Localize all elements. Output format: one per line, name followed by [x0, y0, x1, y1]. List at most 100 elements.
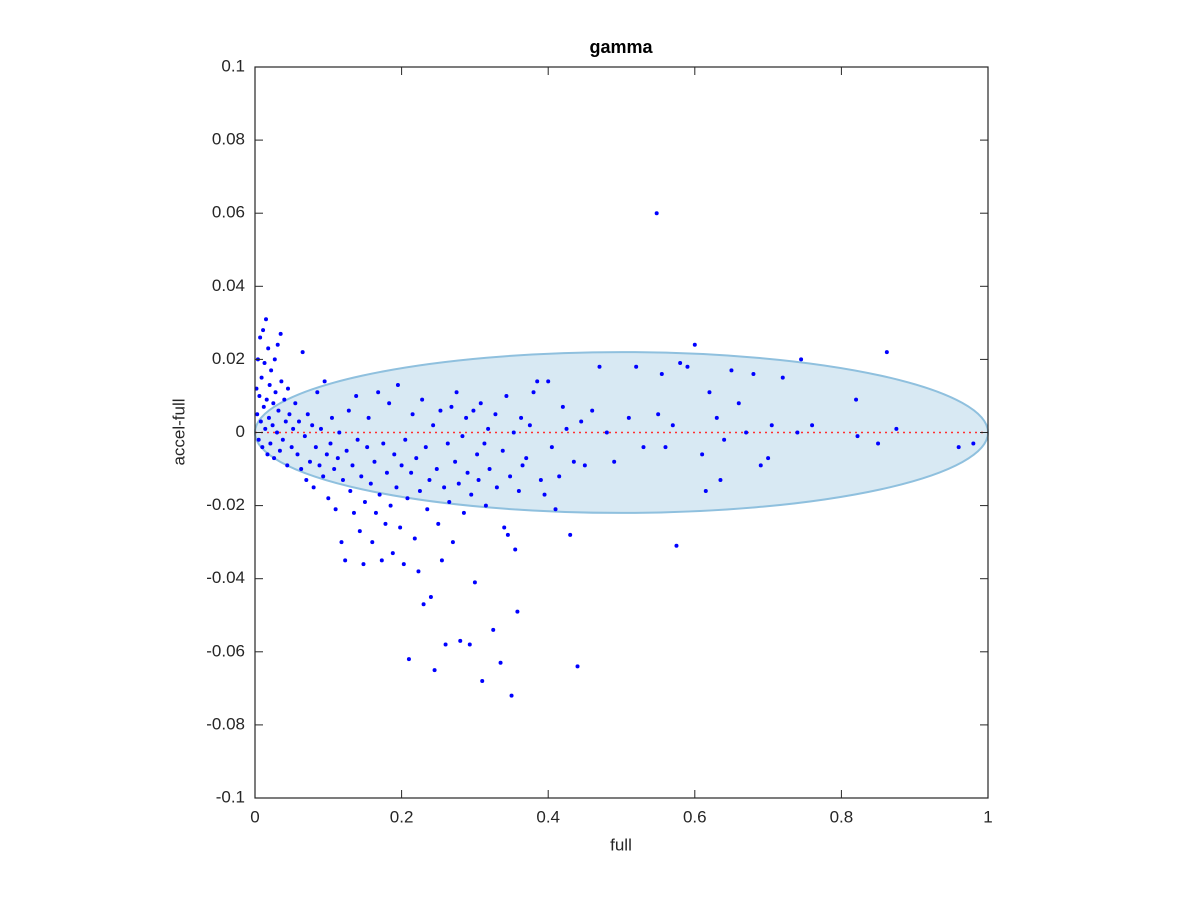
point — [405, 496, 410, 501]
point — [322, 379, 327, 384]
y-tick-label: 0.1 — [221, 56, 245, 75]
point — [634, 364, 639, 369]
point — [700, 452, 705, 457]
point — [403, 437, 408, 442]
point — [810, 423, 815, 428]
point — [854, 397, 859, 402]
point — [354, 393, 359, 398]
point — [494, 485, 499, 490]
point — [500, 448, 505, 453]
point — [519, 415, 524, 420]
point — [469, 492, 474, 497]
point — [373, 510, 378, 515]
point — [502, 525, 507, 530]
point — [259, 375, 264, 380]
point — [351, 510, 356, 515]
point — [417, 488, 422, 493]
point — [590, 408, 595, 413]
point — [472, 580, 477, 585]
point — [394, 485, 399, 490]
point — [291, 426, 296, 431]
point — [409, 470, 414, 475]
x-tick-label: 0.2 — [390, 807, 414, 826]
point — [511, 430, 516, 435]
point — [553, 507, 558, 512]
point — [487, 467, 492, 472]
y-tick-label: -0.08 — [206, 714, 245, 733]
point — [296, 419, 301, 424]
point — [703, 488, 708, 493]
point — [670, 423, 675, 428]
point — [272, 357, 277, 362]
point — [362, 499, 367, 504]
point — [387, 401, 392, 406]
point — [626, 415, 631, 420]
point — [436, 521, 441, 526]
point — [425, 507, 430, 512]
point — [505, 532, 510, 537]
point — [515, 609, 520, 614]
point — [498, 660, 503, 665]
point — [279, 379, 284, 384]
point — [383, 521, 388, 526]
point — [307, 459, 312, 464]
point — [480, 679, 485, 684]
point — [398, 525, 403, 530]
point — [568, 532, 573, 537]
point — [449, 404, 454, 409]
point — [270, 423, 275, 428]
point — [736, 401, 741, 406]
point — [278, 331, 283, 336]
point — [678, 361, 683, 366]
point — [504, 393, 509, 398]
point — [384, 470, 389, 475]
point — [326, 496, 331, 501]
point — [458, 638, 463, 643]
point — [255, 412, 260, 417]
point — [256, 437, 261, 442]
point — [348, 488, 353, 493]
point — [674, 543, 679, 548]
point — [395, 382, 400, 387]
point — [357, 529, 362, 534]
y-tick-label: 0.06 — [212, 203, 245, 222]
point — [520, 463, 525, 468]
point — [390, 551, 395, 556]
point — [714, 415, 719, 420]
point — [758, 463, 763, 468]
point — [328, 441, 333, 446]
point — [604, 430, 609, 435]
point — [460, 434, 465, 439]
point — [361, 562, 366, 567]
point — [340, 478, 345, 483]
point — [722, 437, 727, 442]
point — [399, 463, 404, 468]
chart-title: gamma — [589, 37, 653, 57]
point — [377, 492, 382, 497]
point — [718, 478, 723, 483]
point — [275, 342, 280, 347]
point — [659, 372, 664, 377]
point — [575, 664, 580, 669]
point — [876, 441, 881, 446]
x-tick-label: 0.4 — [536, 807, 560, 826]
point — [894, 426, 899, 431]
point — [423, 445, 428, 450]
point — [277, 448, 282, 453]
point — [443, 642, 448, 647]
point — [447, 499, 452, 504]
point — [513, 547, 518, 552]
point — [582, 463, 587, 468]
point — [612, 459, 617, 464]
point — [535, 379, 540, 384]
point — [282, 397, 287, 402]
point — [329, 415, 334, 420]
point — [269, 368, 274, 373]
point — [516, 488, 521, 493]
point — [421, 602, 426, 607]
point — [266, 415, 271, 420]
point — [264, 397, 269, 402]
point — [546, 379, 551, 384]
